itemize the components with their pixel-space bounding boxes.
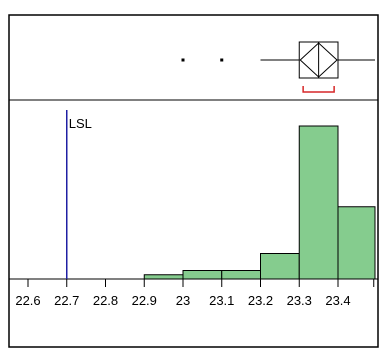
box-outlier-0	[181, 58, 185, 62]
histogram-bar-5	[337, 206, 376, 280]
histogram-bar-4	[298, 125, 339, 280]
x-tick-label-2: 22.8	[93, 293, 118, 308]
box-mean-diamond	[299, 42, 338, 78]
lsl-label: LSL	[69, 116, 92, 131]
x-tick-label-1: 22.7	[54, 293, 79, 308]
shortest-half-bracket	[302, 86, 335, 93]
x-tick-label-4: 23	[176, 293, 190, 308]
histogram-bars	[143, 125, 376, 280]
x-tick-label-3: 22.9	[132, 293, 157, 308]
histogram-bar-0	[143, 274, 184, 280]
x-axis: 22.6 22.7 22.8 22.9 23 23.1 23.2 23.3 23.4	[15, 279, 375, 308]
x-tick-label-6: 23.2	[248, 293, 273, 308]
box-plot	[181, 41, 375, 93]
x-tick-label-5: 23.1	[209, 293, 234, 308]
box-outlier-1	[220, 58, 224, 62]
x-tick-label-7: 23.3	[287, 293, 312, 308]
histogram-bar-3	[260, 253, 300, 280]
histogram-bar-2	[221, 270, 261, 280]
histogram-bar-1	[182, 270, 223, 280]
x-tick-label-8: 23.4	[325, 293, 350, 308]
spec-limit-layer: LSL	[66, 110, 92, 279]
x-tick-label-0: 22.6	[15, 293, 40, 308]
